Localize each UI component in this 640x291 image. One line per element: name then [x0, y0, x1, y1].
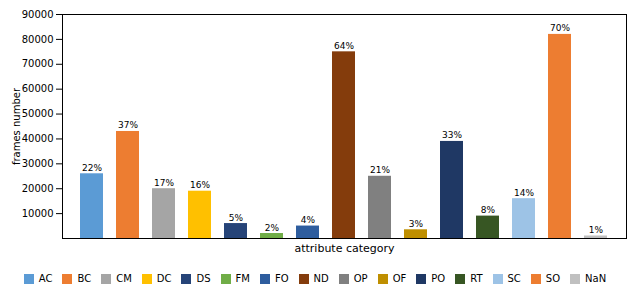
svg-text:80000: 80000: [22, 34, 54, 45]
html-text:AC: AC: [38, 273, 53, 284]
svg-text:30000: 30000: [22, 158, 54, 169]
svg-text:60000: 60000: [22, 83, 54, 94]
html-text:SC: SC: [507, 273, 521, 284]
html-text:OF: OF: [392, 273, 407, 284]
svg-text:2%: 2%: [265, 223, 280, 233]
svg-text:1%: 1%: [589, 225, 604, 235]
html-text:DC: DC: [156, 273, 172, 284]
html-text:RT: RT: [470, 273, 483, 284]
svg-text:20000: 20000: [22, 183, 54, 194]
html-text:OP: OP: [353, 273, 368, 284]
svg-text:70%: 70%: [550, 23, 570, 33]
html-text:SO: SO: [545, 273, 561, 284]
svg-text:3%: 3%: [409, 219, 424, 229]
svg-text:4%: 4%: [301, 215, 316, 225]
html-text:BC: BC: [77, 273, 92, 284]
html-text:DS: DS: [196, 273, 211, 284]
html-text:PO: PO: [431, 273, 446, 284]
svg-text:90000: 90000: [22, 9, 54, 20]
html-text:FM: FM: [235, 273, 250, 284]
svg-text:frames number: frames number: [11, 87, 22, 165]
svg-text:50000: 50000: [22, 108, 54, 119]
svg-text:attribute category: attribute category: [294, 242, 395, 255]
svg-text:70000: 70000: [22, 58, 54, 69]
svg-text:37%: 37%: [118, 120, 138, 130]
svg-text:10000: 10000: [22, 208, 54, 219]
svg-text:17%: 17%: [154, 178, 174, 188]
svg-text:64%: 64%: [334, 41, 354, 51]
html-text:NaN: NaN: [585, 273, 607, 284]
svg-text:16%: 16%: [190, 180, 210, 190]
svg-text:33%: 33%: [442, 130, 462, 140]
svg-text:21%: 21%: [370, 165, 390, 175]
html-text:ND: ND: [313, 273, 329, 284]
html-text:FO: FO: [274, 273, 289, 284]
svg-text:5%: 5%: [229, 213, 244, 223]
svg-text:40000: 40000: [22, 133, 54, 144]
svg-text:22%: 22%: [82, 163, 102, 173]
svg-text:8%: 8%: [481, 205, 496, 215]
svg-text:14%: 14%: [514, 188, 534, 198]
html-text:CM: CM: [116, 273, 132, 284]
